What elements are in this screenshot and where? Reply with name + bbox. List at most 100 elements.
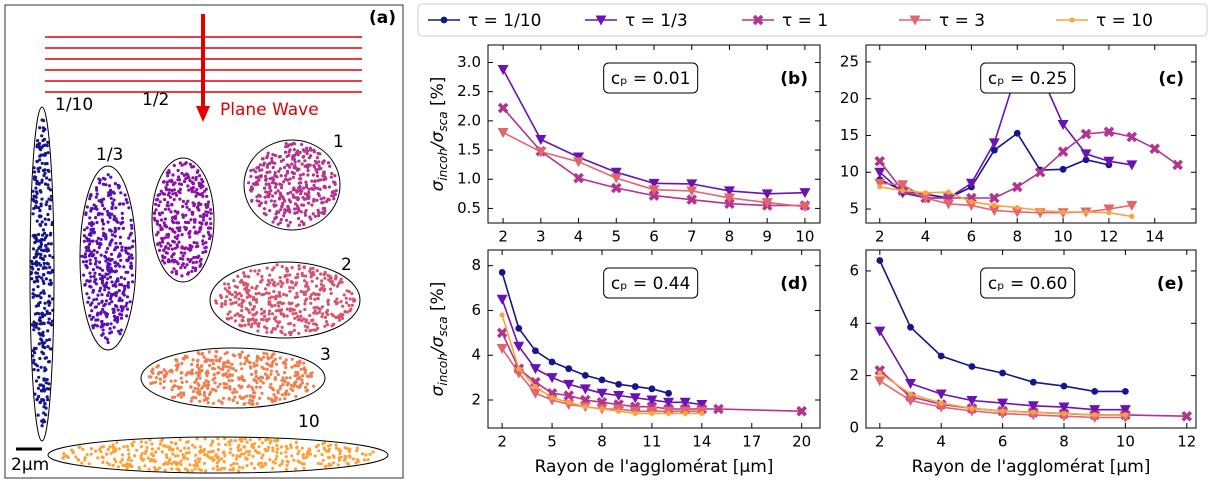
particle bbox=[179, 449, 183, 453]
particle bbox=[310, 371, 314, 375]
particle bbox=[344, 296, 348, 300]
particle bbox=[109, 322, 113, 326]
particle bbox=[129, 264, 134, 268]
particle bbox=[285, 154, 289, 159]
particle bbox=[321, 458, 325, 462]
particle bbox=[274, 191, 278, 195]
particle bbox=[161, 240, 165, 244]
particle bbox=[189, 186, 193, 191]
particle bbox=[173, 217, 178, 221]
particle bbox=[103, 288, 107, 292]
particle bbox=[255, 402, 259, 406]
particle bbox=[42, 291, 46, 295]
particle bbox=[291, 188, 295, 192]
particle bbox=[320, 279, 324, 283]
particle bbox=[223, 282, 227, 286]
particle bbox=[201, 239, 205, 243]
data-point bbox=[516, 366, 522, 372]
legend-label: τ = 1/10 bbox=[468, 11, 541, 31]
particle bbox=[276, 373, 280, 377]
particle bbox=[166, 193, 170, 197]
particle bbox=[284, 174, 288, 178]
particle bbox=[118, 332, 122, 336]
particle bbox=[303, 307, 307, 312]
particle-cluster bbox=[151, 157, 215, 283]
particle bbox=[230, 373, 234, 377]
particle bbox=[250, 199, 254, 203]
particle bbox=[331, 323, 336, 327]
particle bbox=[201, 215, 205, 219]
data-point bbox=[566, 399, 572, 405]
particle bbox=[47, 218, 51, 222]
particle bbox=[307, 201, 311, 205]
particle bbox=[223, 382, 227, 386]
particle bbox=[233, 439, 237, 443]
y-tick-label: 4 bbox=[471, 346, 481, 364]
particle bbox=[37, 294, 41, 298]
data-point bbox=[935, 402, 947, 413]
particle bbox=[292, 142, 297, 146]
y-tick-label: 0.5 bbox=[457, 199, 481, 217]
particle bbox=[221, 451, 225, 455]
particle bbox=[274, 215, 278, 219]
particle bbox=[95, 188, 99, 192]
particle bbox=[236, 312, 240, 316]
panel-label: (b) bbox=[780, 69, 808, 89]
particle bbox=[86, 245, 90, 249]
particle bbox=[305, 163, 309, 167]
particle bbox=[109, 189, 113, 194]
particle bbox=[244, 359, 248, 363]
particle bbox=[261, 157, 265, 161]
particle bbox=[91, 227, 95, 231]
particle bbox=[202, 212, 206, 216]
particle bbox=[209, 226, 213, 230]
particle bbox=[95, 192, 99, 196]
particle bbox=[208, 217, 212, 221]
particle bbox=[37, 214, 42, 218]
particle bbox=[191, 176, 195, 180]
data-point bbox=[615, 380, 623, 388]
particle bbox=[232, 387, 236, 391]
particle bbox=[154, 208, 158, 212]
particle bbox=[40, 350, 44, 354]
particle bbox=[231, 390, 235, 395]
panel-a-frame bbox=[4, 4, 404, 479]
x-tick-label: 10 bbox=[1116, 433, 1135, 451]
particle bbox=[294, 467, 298, 471]
data-point bbox=[532, 347, 539, 355]
particle bbox=[266, 278, 271, 283]
particle bbox=[112, 457, 117, 461]
particle bbox=[339, 455, 343, 459]
particle bbox=[124, 304, 128, 308]
particle bbox=[276, 222, 280, 226]
particle bbox=[110, 280, 114, 284]
particle bbox=[278, 191, 282, 195]
particle bbox=[235, 292, 239, 296]
data-point bbox=[563, 379, 575, 390]
data-point bbox=[679, 397, 691, 408]
particle bbox=[170, 448, 174, 452]
particle bbox=[303, 159, 307, 163]
particle bbox=[282, 292, 286, 296]
particle bbox=[235, 454, 239, 458]
particle bbox=[167, 188, 172, 192]
particle bbox=[173, 379, 177, 383]
particle bbox=[189, 372, 193, 376]
particle bbox=[244, 456, 248, 460]
y-tick-label: 5 bbox=[849, 200, 859, 218]
particle bbox=[179, 462, 183, 467]
particle bbox=[260, 461, 264, 465]
particle bbox=[168, 457, 172, 461]
particle bbox=[269, 369, 273, 373]
particle bbox=[315, 311, 319, 315]
particle bbox=[197, 208, 201, 212]
particle bbox=[275, 439, 279, 443]
data-point bbox=[1080, 128, 1092, 140]
particle bbox=[327, 161, 331, 165]
y-axis-label-part: σ bbox=[428, 384, 448, 396]
particle bbox=[109, 252, 114, 256]
data-point bbox=[991, 202, 997, 208]
particle bbox=[76, 458, 80, 462]
particle bbox=[230, 362, 234, 366]
particle bbox=[211, 362, 215, 366]
